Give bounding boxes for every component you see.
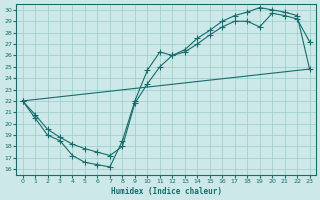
X-axis label: Humidex (Indice chaleur): Humidex (Indice chaleur) bbox=[111, 187, 221, 196]
